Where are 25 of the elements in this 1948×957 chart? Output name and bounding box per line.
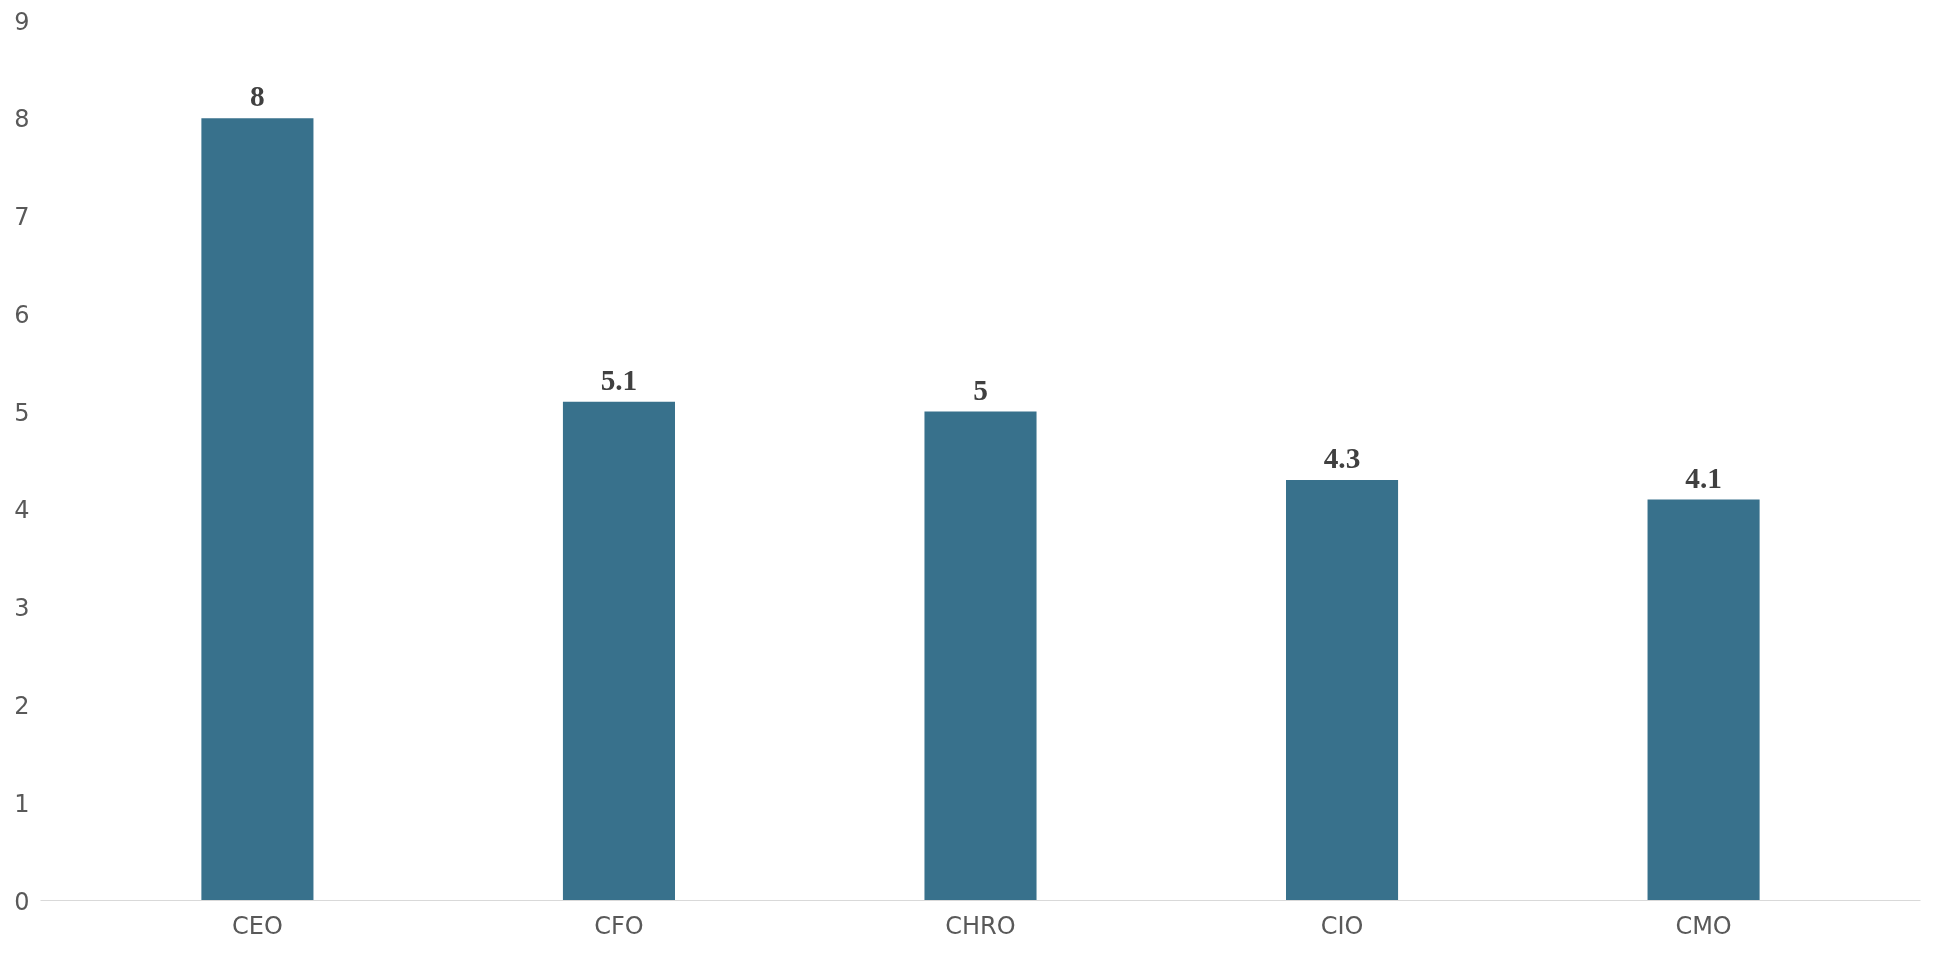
y-tick-label: 5 xyxy=(14,398,30,427)
bar xyxy=(201,118,314,901)
bar xyxy=(1286,480,1399,901)
y-tick-label: 7 xyxy=(14,203,30,232)
y-tick-label: 0 xyxy=(14,887,30,916)
x-tick-label: CFO xyxy=(594,911,644,940)
y-tick-label: 8 xyxy=(14,105,30,134)
x-tick-label: CEO xyxy=(232,911,283,940)
y-tick-label: 4 xyxy=(14,496,30,525)
x-tick-label: CHRO xyxy=(945,911,1016,940)
data-label: 5 xyxy=(973,373,988,406)
bar xyxy=(562,401,675,901)
y-tick-label: 6 xyxy=(14,300,30,329)
data-label: 4.3 xyxy=(1323,442,1361,475)
y-tick-label: 1 xyxy=(14,789,30,818)
y-tick-label: 9 xyxy=(14,7,30,36)
y-tick-label: 3 xyxy=(14,594,30,623)
data-label: 5.1 xyxy=(600,363,638,396)
y-tick-label: 2 xyxy=(14,691,30,720)
data-label: 8 xyxy=(250,80,265,113)
bar xyxy=(1647,499,1760,901)
x-tick-label: CMO xyxy=(1675,911,1732,940)
data-label: 4.1 xyxy=(1685,461,1722,494)
bar xyxy=(924,411,1037,901)
x-tick-label: CIO xyxy=(1320,911,1364,940)
